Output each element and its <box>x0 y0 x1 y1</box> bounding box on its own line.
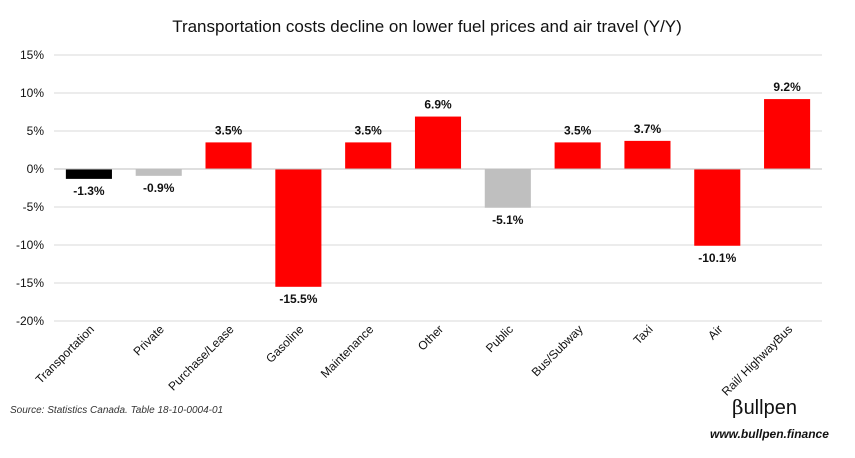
brand-logo: βullpen <box>732 395 797 420</box>
x-tick-label: Gasoline <box>263 322 307 366</box>
y-tick-label: -5% <box>23 200 45 214</box>
brand-symbol: β <box>732 395 744 419</box>
x-tick-label: Private <box>131 322 168 359</box>
y-axis-ticks: 15% 10% 5% 0% -5% -10% -15% -20% <box>16 48 44 328</box>
y-tick-label: 0% <box>27 162 45 176</box>
data-label: 3.5% <box>215 123 243 137</box>
x-tick-label: Bus/Subway <box>529 322 586 379</box>
data-label: 3.5% <box>564 123 592 137</box>
data-label: -5.1% <box>492 213 524 227</box>
bar <box>414 116 462 169</box>
data-label: 9.2% <box>773 80 801 94</box>
source-note: Source: Statistics Canada. Table 18-10-0… <box>10 405 224 416</box>
y-tick-label: -15% <box>16 276 44 290</box>
x-tick-label: Rail/ HighwayBus <box>719 322 795 398</box>
data-label: -1.3% <box>73 184 105 198</box>
bars <box>65 99 811 287</box>
data-label: -10.1% <box>698 251 736 265</box>
bar <box>624 140 671 169</box>
bar <box>135 169 182 176</box>
data-labels: -1.3% -0.9% 3.5% -15.5% 3.5% 6.9% -5.1% 3.5% 3.7… <box>73 80 801 306</box>
bar <box>484 169 531 208</box>
y-tick-label: 15% <box>20 48 44 62</box>
bar <box>554 142 601 169</box>
x-tick-label: Taxi <box>631 322 656 347</box>
x-tick-label: Purchase/Lease <box>165 322 236 393</box>
website-url: www.bullpen.finance <box>710 427 829 441</box>
x-tick-label: Transportation <box>33 322 97 386</box>
x-tick-label: Maintenance <box>318 322 377 381</box>
data-label: 3.5% <box>355 123 383 137</box>
bar <box>764 99 811 169</box>
bar <box>345 142 392 169</box>
chart-title: Transportation costs decline on lower fu… <box>172 17 682 36</box>
brand-text: ullpen <box>743 397 797 419</box>
x-tick-label: Public <box>483 322 516 355</box>
bar <box>694 169 741 246</box>
data-label: -0.9% <box>143 181 175 195</box>
bar <box>205 142 252 169</box>
y-tick-label: -20% <box>16 314 44 328</box>
data-label: 3.7% <box>634 122 662 136</box>
y-tick-label: 5% <box>27 124 45 138</box>
y-tick-label: 10% <box>20 86 44 100</box>
data-label: 6.9% <box>424 98 452 112</box>
x-tick-label: Other <box>415 322 446 353</box>
data-label: -15.5% <box>279 292 317 306</box>
bar <box>65 169 112 179</box>
y-tick-label: -10% <box>16 238 44 252</box>
bar <box>275 169 322 287</box>
x-tick-label: Air <box>705 322 725 342</box>
